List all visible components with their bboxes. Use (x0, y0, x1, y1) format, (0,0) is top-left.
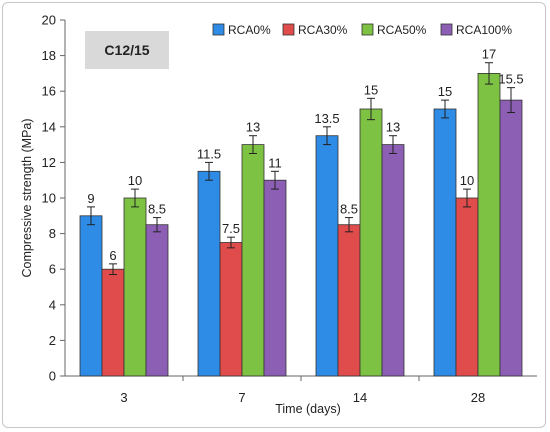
data-label: 8.5 (340, 202, 358, 217)
legend-swatch (361, 23, 374, 36)
legend-label: RCA30% (298, 23, 348, 37)
bar (145, 224, 169, 377)
y-tick-label: 0 (49, 369, 56, 384)
bar (101, 268, 125, 377)
data-label: 13 (246, 120, 260, 135)
legend-swatch (212, 23, 225, 36)
y-tick-label: 6 (49, 262, 56, 277)
y-tick-label: 20 (42, 13, 56, 28)
chart-frame: C12/15 0 2 4 6 8 10 12 14 16 18 20 3 9 6 10 8.5 7 11.5 7.5… (2, 2, 546, 428)
legend-label: RCA0% (228, 23, 271, 37)
x-tick-label: 3 (120, 390, 127, 405)
annotation-box: C12/15 (85, 31, 169, 69)
data-label: 13.5 (314, 111, 339, 126)
data-label: 7.5 (222, 221, 240, 236)
annotation-label: C12/15 (104, 42, 149, 58)
data-label: 15 (438, 84, 452, 99)
annotation-box-bg (85, 31, 169, 69)
y-tick-label: 12 (42, 155, 56, 170)
bar (433, 108, 457, 377)
bar (241, 144, 265, 377)
legend-swatch (282, 23, 295, 36)
y-tick-label: 2 (49, 333, 56, 348)
data-label: 17 (482, 47, 496, 62)
bar (477, 73, 501, 377)
y-tick-label: 4 (49, 297, 56, 312)
legend-label: RCA100% (456, 23, 512, 37)
bar (219, 242, 243, 377)
bar (499, 99, 523, 377)
data-label: 9 (87, 191, 94, 206)
data-label: 10 (460, 173, 474, 188)
plot-area: 0 2 4 6 8 10 12 14 16 18 20 3 9 6 10 8.5 7 11.5 7.5 13 11 14 1… (42, 13, 537, 405)
bar-chart: C12/15 0 2 4 6 8 10 12 14 16 18 20 3 9 6 10 8.5 7 11.5 7.5… (20, 13, 537, 416)
bar (337, 224, 361, 377)
bar (79, 215, 103, 377)
x-axis-title: Time (days) (275, 402, 341, 416)
legend: RCA0% RCA30% RCA50% RCA100% (212, 23, 512, 37)
y-tick-label: 18 (42, 48, 56, 63)
y-tick-label: 16 (42, 84, 56, 99)
x-tick-label: 28 (471, 390, 485, 405)
y-axis-title: Compressive strength (MPa) (20, 118, 34, 277)
legend-label: RCA50% (377, 23, 427, 37)
legend-swatch (440, 23, 453, 36)
data-label: 10 (128, 173, 142, 188)
data-label: 15 (364, 82, 378, 97)
bar (359, 108, 383, 377)
data-label: 11 (268, 155, 282, 170)
data-label: 15.5 (498, 72, 523, 87)
x-tick-label: 14 (353, 390, 367, 405)
y-tick-label: 14 (42, 119, 56, 134)
bar (197, 170, 221, 377)
bar (455, 197, 479, 377)
data-label: 13 (386, 120, 400, 135)
bar (123, 197, 147, 377)
data-label: 11.5 (197, 146, 221, 161)
x-tick-label: 7 (238, 390, 245, 405)
data-label: 8.5 (148, 202, 166, 217)
bar (315, 135, 339, 377)
bar (263, 179, 287, 377)
y-tick-label: 10 (42, 191, 56, 206)
y-tick-label: 8 (49, 226, 56, 241)
data-label: 6 (109, 248, 116, 263)
bar (381, 144, 405, 377)
